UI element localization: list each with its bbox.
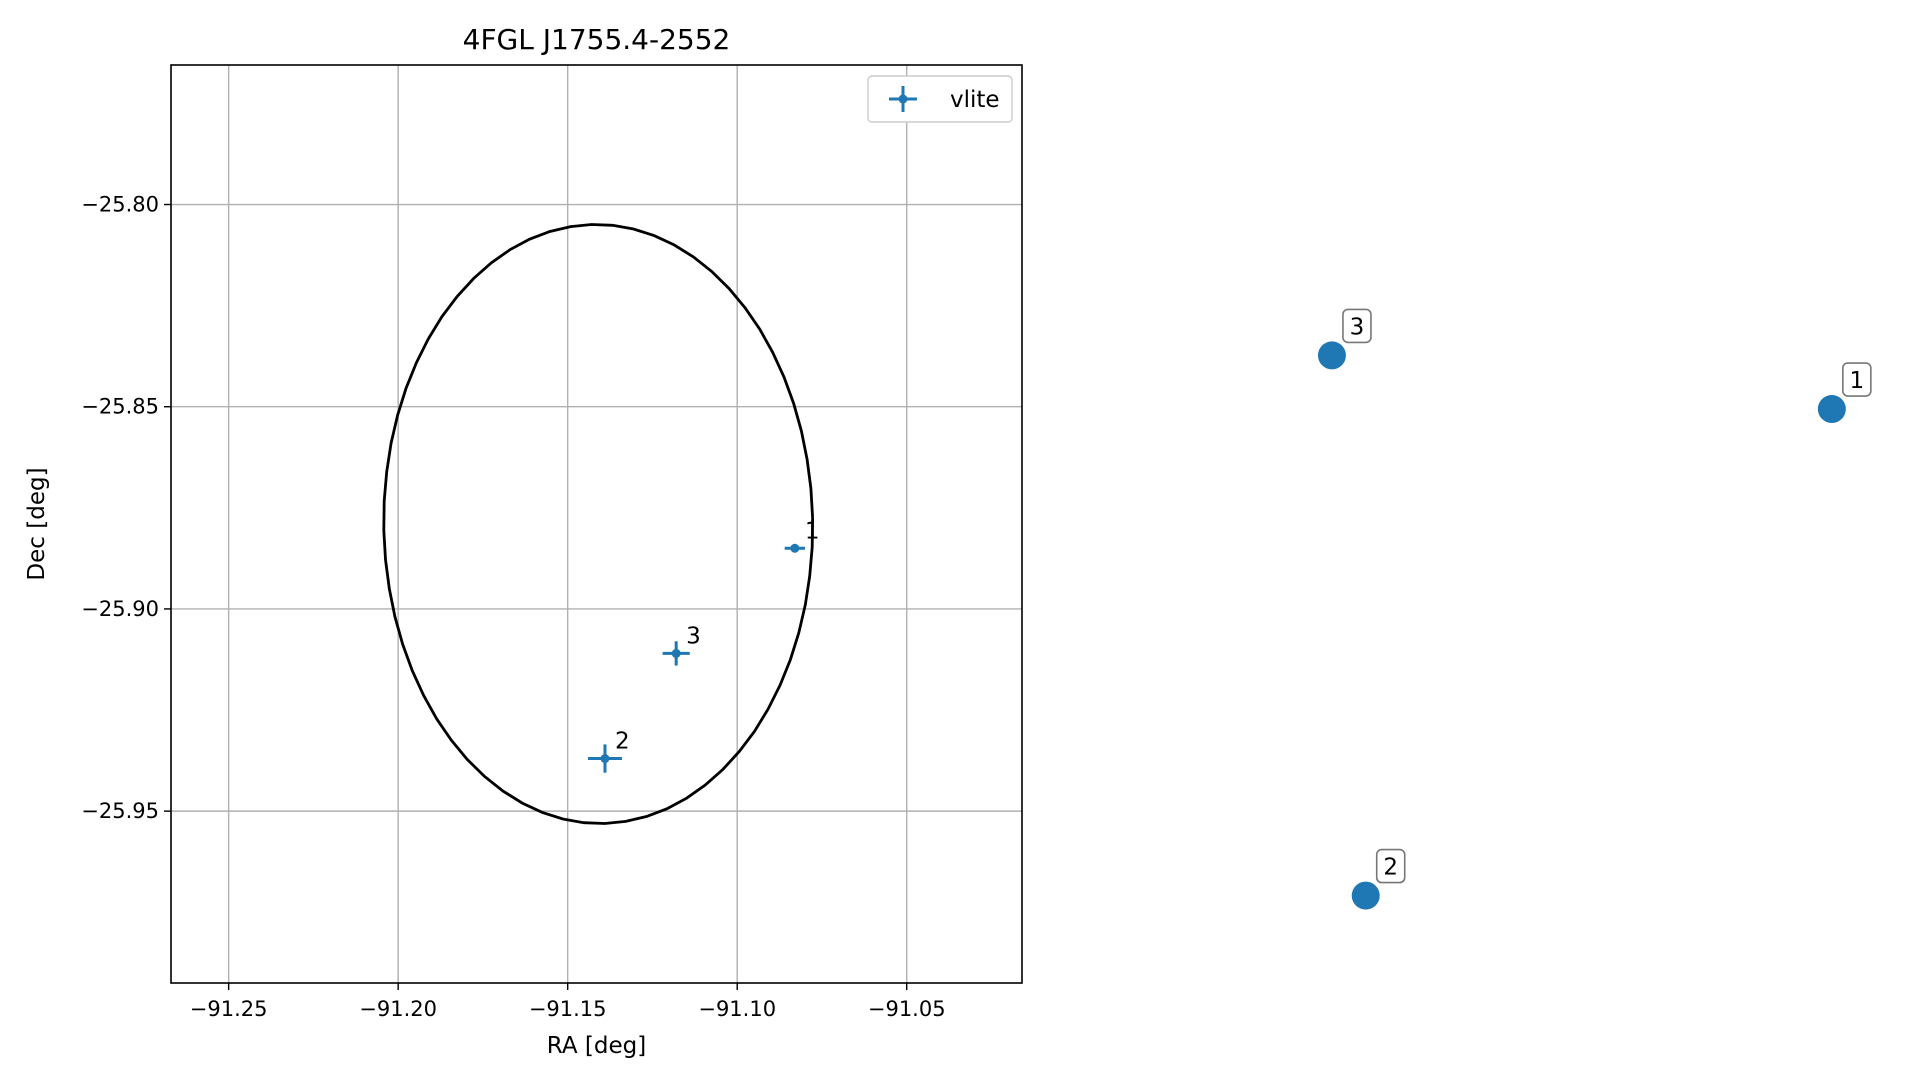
marker-panel: 1 2 3 [1317, 308, 1872, 910]
y-tick-label: −25.95 [81, 799, 159, 823]
x-tick-label: −91.10 [698, 997, 776, 1021]
label-box [1842, 362, 1872, 397]
point-marker [790, 543, 800, 553]
axis-ticks: −91.25 −91.20 −91.15 −91.10 −91.05 −25.80 −25.… [81, 193, 945, 1021]
vlite-point-1: 1 [784, 518, 820, 553]
point-marker [600, 754, 610, 764]
grid-lines [171, 65, 1022, 983]
ellipse-outline [382, 223, 814, 825]
point-label: 2 [615, 729, 630, 755]
vlite-point-3: 3 [662, 623, 701, 666]
marker-label: 1 [1850, 368, 1865, 394]
marker-2: 2 [1351, 848, 1406, 910]
marker-label: 3 [1350, 314, 1365, 340]
localization-ellipse [382, 223, 814, 825]
circle-marker [1317, 341, 1346, 370]
y-axis-label: Dec [deg] [24, 467, 50, 580]
x-tick-label: −91.05 [868, 997, 946, 1021]
x-tick-label: −91.20 [359, 997, 437, 1021]
point-label: 1 [805, 518, 820, 544]
point-marker [671, 648, 681, 658]
point-label: 3 [686, 623, 701, 649]
y-tick-label: −25.85 [81, 395, 159, 419]
legend-marker-vlite [889, 86, 917, 112]
marker-1: 1 [1817, 362, 1872, 424]
vlite-point-2: 2 [588, 729, 630, 773]
y-tick-label: −25.80 [81, 193, 159, 217]
marker-label: 2 [1383, 855, 1398, 881]
label-box [1342, 308, 1372, 344]
legend-entry-vlite: vlite [950, 87, 1000, 113]
y-tick-label: −25.90 [81, 597, 159, 621]
axes-frame [170, 64, 1023, 984]
label-box [1375, 848, 1406, 884]
legend-dot [898, 94, 908, 104]
x-tick-label: −91.15 [529, 997, 607, 1021]
x-tick-label: −91.25 [190, 997, 268, 1021]
x-axis-label: RA [deg] [547, 1033, 646, 1059]
marker-3: 3 [1317, 308, 1372, 370]
vlite-points: 1 2 3 [588, 518, 820, 773]
circle-marker [1817, 395, 1846, 424]
circle-marker [1351, 881, 1380, 910]
chart-title: 4FGL J1755.4-2552 [463, 23, 731, 56]
legend: vlite [867, 75, 1013, 123]
